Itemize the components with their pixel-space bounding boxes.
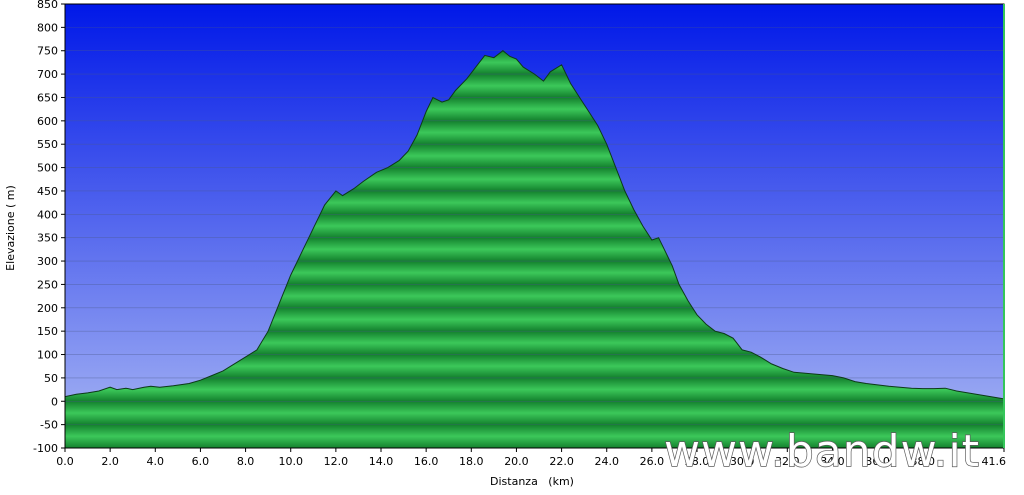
y-axis-label: Elevazione ( m) — [4, 185, 17, 271]
x-tick-label: 20.0 — [504, 455, 529, 468]
x-axis-ticks: 0.0 2.0 4.0 6.0 8.0 10.0 12.0 14.0 16.0 18.0 20.0 2… — [56, 448, 1006, 468]
y-tick-label: 600 — [37, 115, 58, 128]
x-tick-label: 16.0 — [414, 455, 439, 468]
x-tick-label: 34.0 — [820, 455, 845, 468]
y-tick-label: 300 — [37, 255, 58, 268]
x-tick-label: 2.0 — [101, 455, 119, 468]
x-tick-label: 22.0 — [549, 455, 574, 468]
y-tick-label: 550 — [37, 138, 58, 151]
y-tick-label: 200 — [37, 302, 58, 315]
y-tick-label: 0 — [51, 395, 58, 408]
x-tick-label: 26.0 — [640, 455, 665, 468]
y-tick-label: -50 — [40, 419, 58, 432]
x-tick-label: 24.0 — [594, 455, 619, 468]
y-tick-label: 100 — [37, 349, 58, 362]
x-tick-label: 41.6 — [982, 455, 1007, 468]
x-tick-label: 18.0 — [459, 455, 484, 468]
x-tick-label: 0.0 — [56, 455, 74, 468]
y-tick-label: 700 — [37, 68, 58, 81]
y-axis-ticks: 8508007507006506005505004504003503002502… — [33, 0, 65, 455]
y-tick-label: 650 — [37, 91, 58, 104]
x-tick-label: 8.0 — [237, 455, 255, 468]
y-tick-label: 350 — [37, 232, 58, 245]
x-tick-label: 4.0 — [147, 455, 165, 468]
x-tick-label: 38.0 — [910, 455, 935, 468]
y-tick-label: 800 — [37, 21, 58, 34]
x-tick-label: 6.0 — [192, 455, 210, 468]
elevation-line — [65, 50, 1004, 400]
x-tick-label: 12.0 — [324, 455, 349, 468]
elevation-area — [65, 50, 1004, 448]
y-tick-label: 250 — [37, 278, 58, 291]
x-tick-label: 28.0 — [685, 455, 710, 468]
y-tick-label: 400 — [37, 208, 58, 221]
x-tick-label: 10.0 — [278, 455, 303, 468]
x-tick-label: 36.0 — [865, 455, 890, 468]
y-tick-label: -100 — [33, 442, 58, 455]
y-tick-label: 750 — [37, 45, 58, 58]
x-tick-label: 30.0 — [730, 455, 755, 468]
y-tick-label: 850 — [37, 0, 58, 11]
y-tick-label: 50 — [44, 372, 58, 385]
x-axis-label: Distanza (km) — [490, 475, 574, 488]
y-tick-label: 150 — [37, 325, 58, 338]
watermark: www.bandw.it — [664, 426, 980, 477]
x-tick-label: 32.0 — [775, 455, 800, 468]
y-tick-label: 500 — [37, 162, 58, 175]
y-tick-label: 450 — [37, 185, 58, 198]
x-tick-label: 14.0 — [369, 455, 394, 468]
